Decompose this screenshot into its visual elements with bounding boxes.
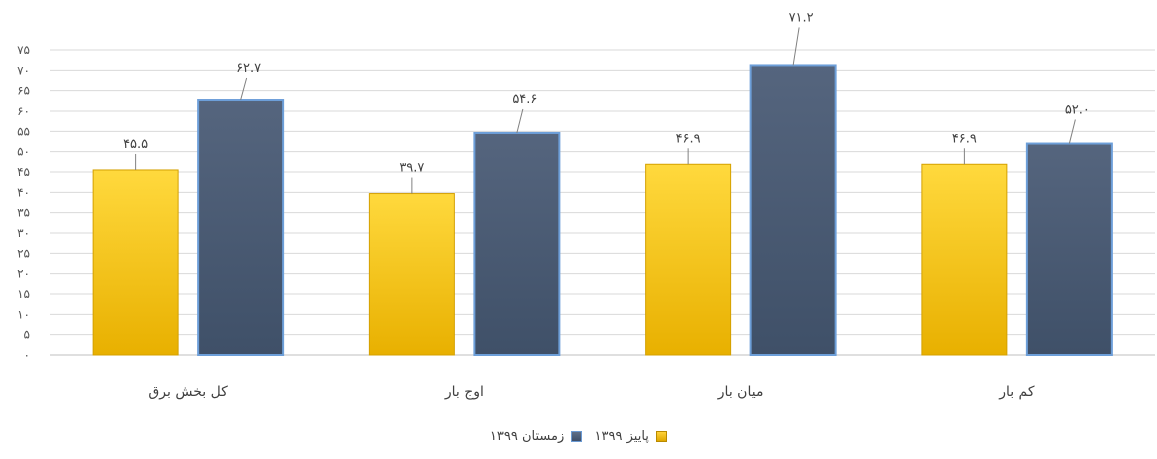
x-axis: کل بخش برق اوج بار میان بار کم بار — [148, 384, 1034, 400]
y-tick-label: ۷۵ — [17, 43, 30, 57]
y-tick-label: ۴۵ — [17, 165, 30, 179]
y-tick-label: ۶۰ — [17, 104, 30, 118]
data-label: ۳۹.۷ — [399, 161, 424, 176]
data-label: ۴۶.۹ — [952, 131, 977, 146]
bar-autumn — [368, 193, 455, 356]
y-tick-label: ۵ — [24, 328, 30, 342]
data-label: ۵۲.۰ — [1065, 103, 1090, 118]
x-tick-label: میان بار — [717, 384, 764, 400]
data-label: ۶۲.۷ — [236, 61, 261, 76]
data-label-leader — [516, 108, 524, 134]
legend-label-winter: زمستان ۱۳۹۹ — [489, 429, 565, 444]
legend: پاییز ۱۳۹۹ زمستان ۱۳۹۹ — [0, 429, 1157, 444]
bar-autumn — [92, 169, 179, 356]
y-tick-label: ۲۰ — [17, 267, 30, 281]
legend-label-autumn: پاییز ۱۳۹۹ — [594, 429, 649, 444]
x-tick-label: کل بخش برق — [148, 384, 228, 400]
legend-swatch-autumn — [656, 431, 668, 442]
y-axis: ۰ ۵ ۱۰ ۱۵ ۲۰ ۲۵ ۳۰ ۳۵ ۴۰ ۴۵ ۵۰ ۵۵ ۶۰ ۶۵ ۷۰ ۷۵ — [17, 43, 30, 362]
bar-autumn — [921, 163, 1008, 356]
y-tick-label: ۳۵ — [17, 206, 30, 220]
data-label-leader — [240, 77, 248, 101]
y-tick-label: ۵۵ — [17, 124, 30, 138]
data-label-leader — [792, 27, 800, 66]
bar-winter — [473, 131, 561, 356]
y-tick-label: ۶۵ — [17, 84, 30, 98]
x-tick-label: اوج بار — [444, 384, 484, 400]
legend-swatch-winter — [571, 431, 583, 442]
legend-item-winter: زمستان ۱۳۹۹ — [489, 429, 583, 444]
bar-winter — [197, 99, 285, 356]
bar-autumn — [645, 163, 732, 356]
y-tick-label: ۲۵ — [17, 246, 30, 260]
bar-winter — [749, 64, 837, 356]
y-tick-label: ۱۰ — [17, 307, 30, 321]
data-label-leader — [1068, 119, 1076, 144]
y-tick-label: ۵۰ — [17, 145, 30, 159]
legend-item-autumn: پاییز ۱۳۹۹ — [595, 429, 668, 444]
y-tick-label: ۴۰ — [17, 185, 30, 199]
y-tick-label: ۰ — [24, 348, 30, 362]
x-tick-label: کم بار — [998, 384, 1035, 400]
y-tick-label: ۳۰ — [17, 226, 30, 240]
bar-winter — [1025, 142, 1113, 356]
y-tick-label: ۱۵ — [17, 287, 30, 301]
data-label: ۵۴.۶ — [512, 92, 537, 107]
y-tick-label: ۷۰ — [17, 63, 30, 77]
data-label: ۴۵.۵ — [123, 137, 148, 152]
data-labels: ۴۵.۵ ۶۲.۷ ۳۹.۷ ۵۴.۶ ۴۶.۹ ۷۱.۲ ۴۶.۹ ۵۲.۰ — [123, 10, 1090, 194]
data-label: ۷۱.۲ — [789, 10, 814, 25]
bars — [92, 64, 1113, 356]
data-label: ۴۶.۹ — [676, 131, 701, 146]
chart: ۰ ۵ ۱۰ ۱۵ ۲۰ ۲۵ ۳۰ ۳۵ ۴۰ ۴۵ ۵۰ ۵۵ ۶۰ ۶۵ ۷۰ ۷۵ ۴۵.۵ ۶۲.۷ ۳… — [17, 10, 1155, 400]
